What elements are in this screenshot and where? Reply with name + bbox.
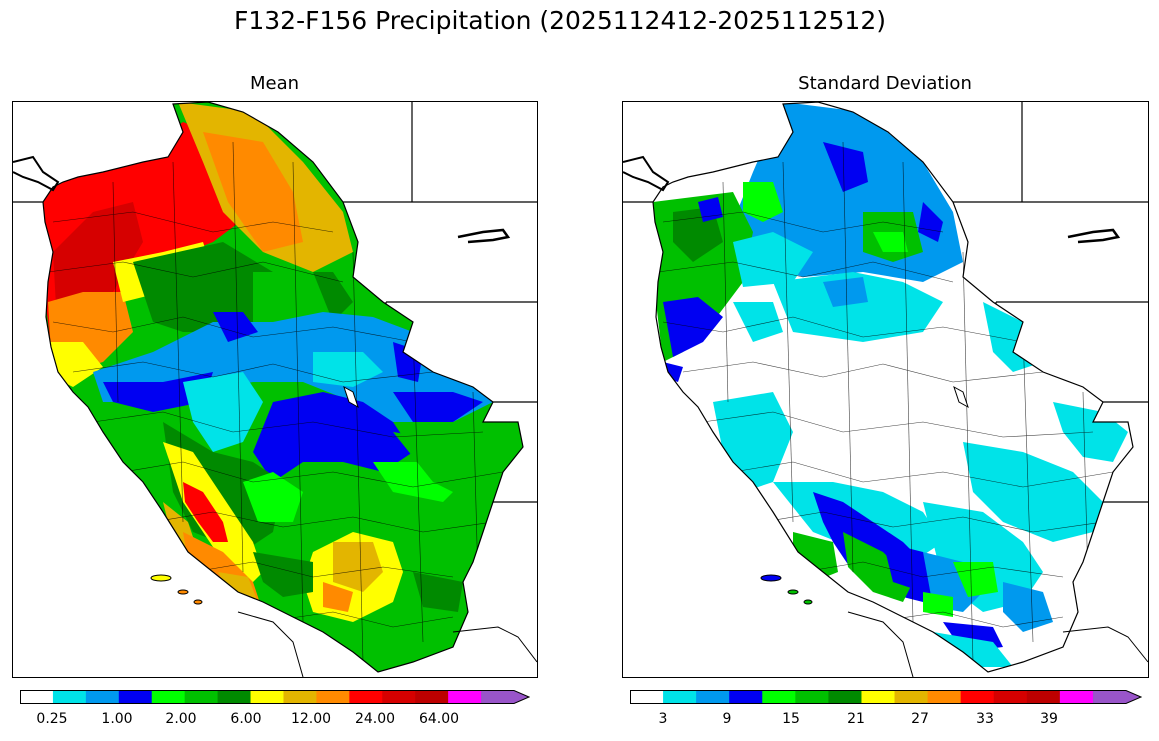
colorbar-swatch: [20, 690, 54, 704]
colorbar-swatch: [696, 690, 730, 704]
colorbar-swatch: [316, 690, 350, 704]
colorbar-swatch: [960, 690, 995, 704]
colorbar-swatch: [118, 690, 153, 704]
colorbar-swatch: [927, 690, 962, 704]
mean-colorbar-tick-label: 1.00: [101, 711, 133, 727]
colorbar-swatch: [894, 690, 929, 704]
mean-map: [12, 101, 538, 678]
mean-colorbar-tick-label: 0.25: [36, 711, 68, 727]
mean-colorbar-tick-label: 24.00: [354, 711, 396, 727]
colorbar-swatch: [861, 690, 896, 704]
colorbar-swatch: [349, 690, 383, 704]
colorbar-swatch: [663, 690, 697, 704]
mean-map-canvas: [13, 102, 537, 677]
colorbar-swatch: [415, 690, 449, 704]
colorbar-outline: [630, 690, 1142, 704]
stddev-precip-field: [653, 102, 1133, 672]
colorbar-swatch: [729, 690, 763, 704]
colorbar-swatch: [283, 690, 317, 704]
colorbar-swatch: [993, 690, 1028, 704]
stddev-colorbar-tick-label: 3: [658, 711, 668, 727]
colorbar-swatch: [1059, 690, 1094, 704]
stddev-panel-title: Standard Deviation: [798, 73, 972, 94]
mean-colorbar-tick-label: 12.00: [290, 711, 332, 727]
colorbar-swatch: [217, 690, 252, 704]
stddev-colorbar-tick-label: 39: [1040, 711, 1058, 727]
mean-colorbar-tick-label: 64.00: [418, 711, 460, 727]
stddev-colorbar-tick-label: 15: [782, 711, 800, 727]
colorbar-swatch: [1026, 690, 1061, 704]
stddev-colorbar-tick-label: 9: [722, 711, 732, 727]
colorbar-swatch: [795, 690, 829, 704]
stddev-colorbar-tick-label: 27: [911, 711, 929, 727]
mean-colorbar-tick-label: 6.00: [230, 711, 262, 727]
stddev-colorbar: [630, 690, 1142, 704]
colorbar-swatch: [1092, 690, 1141, 704]
colorbar-swatch: [85, 690, 120, 704]
mean-colorbar-tick-label: 2.00: [165, 711, 197, 727]
colorbar-outline: [20, 690, 530, 704]
mean-precip-field: [43, 102, 523, 672]
stddev-colorbar-tick-label: 33: [976, 711, 994, 727]
stddev-map-canvas: [623, 102, 1148, 677]
figure-title: F132-F156 Precipitation (2025112412-2025…: [233, 6, 886, 35]
mean-colorbar: [20, 690, 530, 704]
colorbar-swatch: [762, 690, 796, 704]
colorbar-swatch: [250, 690, 284, 704]
colorbar-swatch: [481, 690, 529, 704]
colorbar-swatch: [382, 690, 416, 704]
stddev-map: [622, 101, 1149, 678]
mean-panel-title: Mean: [249, 73, 300, 94]
colorbar-swatch: [630, 690, 664, 704]
colorbar-swatch: [448, 690, 482, 704]
colorbar-swatch: [52, 690, 87, 704]
colorbar-swatch: [828, 690, 862, 704]
colorbar-swatch: [151, 690, 186, 704]
colorbar-swatch: [184, 690, 219, 704]
stddev-colorbar-tick-label: 21: [847, 711, 865, 727]
